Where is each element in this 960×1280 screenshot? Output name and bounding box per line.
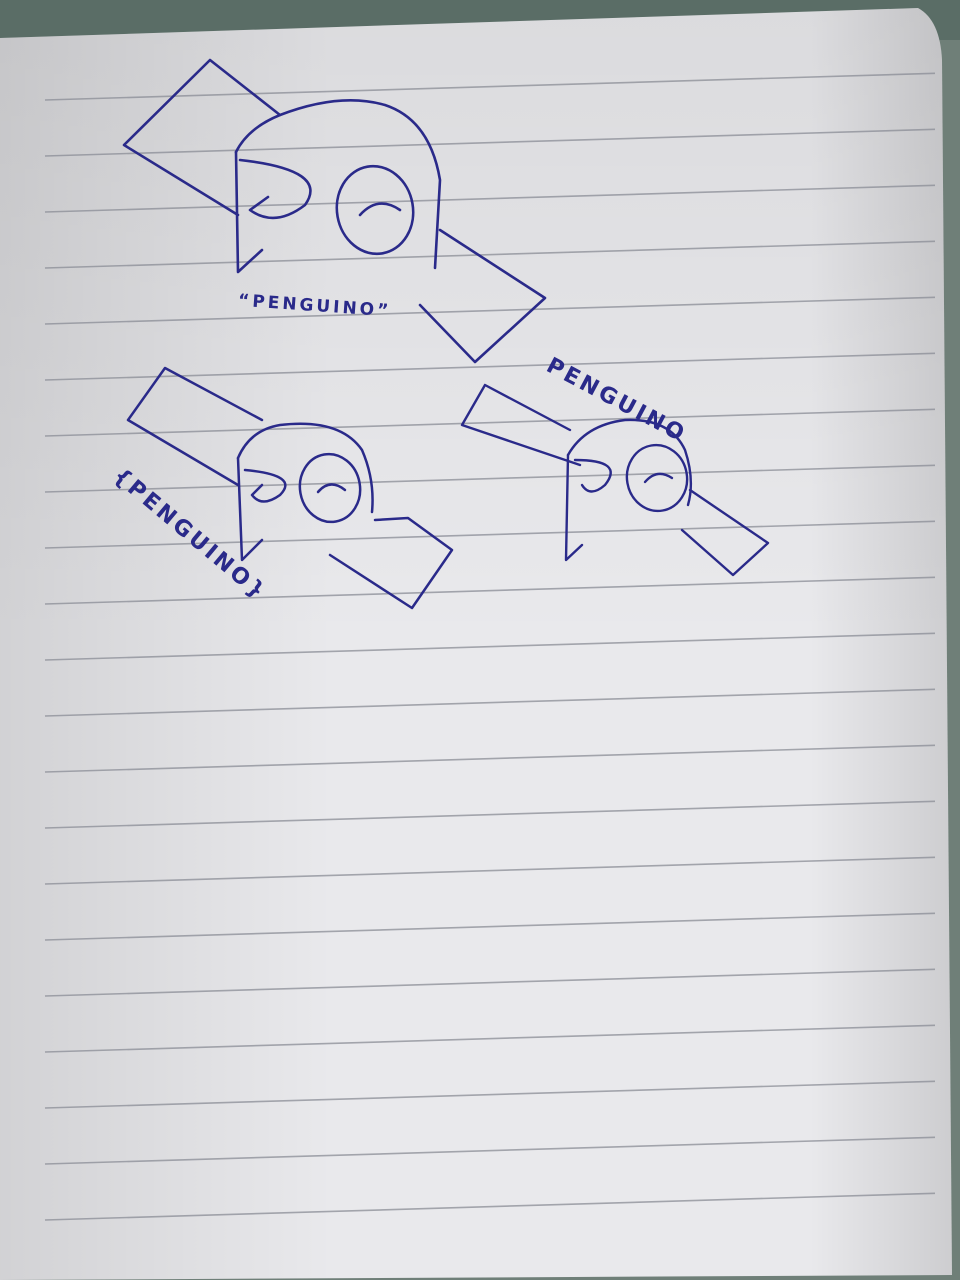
notebook-photo: “PENGUINO” PENGUINO {PENGUINO} — [0, 0, 960, 1280]
